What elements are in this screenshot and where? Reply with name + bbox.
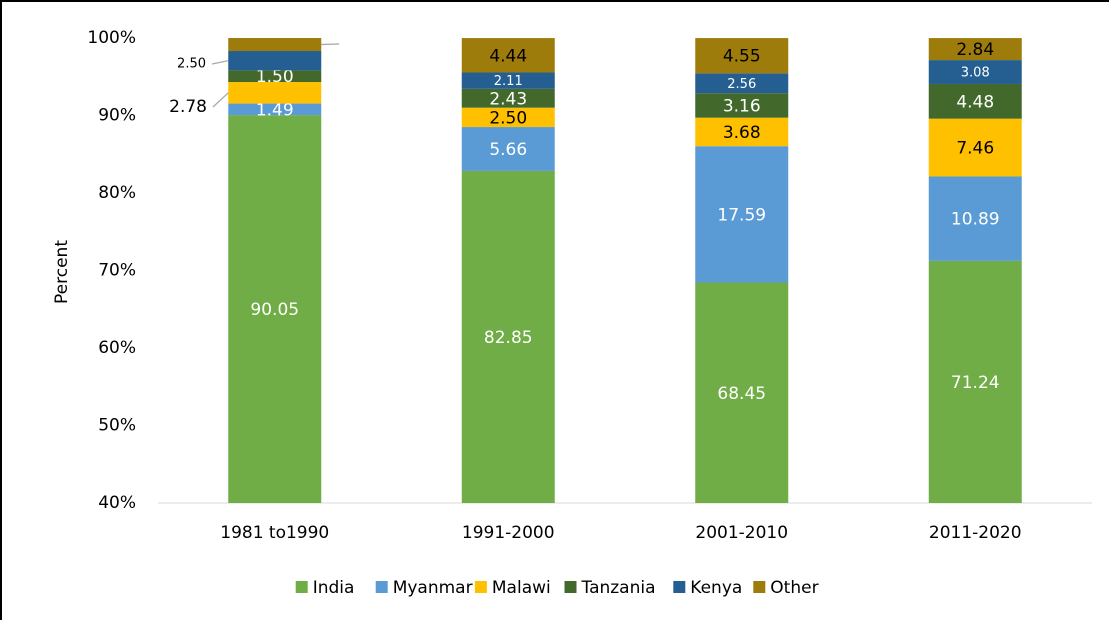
bar-segment bbox=[928, 83, 1022, 119]
value-label: 2.50 bbox=[177, 57, 206, 72]
value-label: 1.49 bbox=[256, 100, 294, 120]
y-tick-label: 60% bbox=[98, 338, 136, 358]
value-label: 68.45 bbox=[717, 384, 766, 404]
bar-segment bbox=[228, 115, 322, 504]
value-label: 4.48 bbox=[956, 92, 994, 112]
bar-segment bbox=[928, 118, 1022, 177]
bar-segment bbox=[695, 93, 789, 118]
leader-line bbox=[212, 92, 229, 108]
bar-segment bbox=[461, 127, 555, 171]
legend-swatch bbox=[295, 581, 308, 593]
value-label: 2.84 bbox=[956, 40, 994, 60]
x-tick-label: 2011-2020 bbox=[929, 523, 1022, 543]
value-label: 71.24 bbox=[951, 373, 1000, 393]
x-tick-label: 1991-2000 bbox=[462, 523, 555, 543]
leader-line bbox=[211, 60, 229, 65]
legend-label: Myanmar bbox=[393, 578, 473, 598]
y-tick-label: 90% bbox=[98, 106, 136, 126]
y-tick-label: 100% bbox=[87, 28, 136, 48]
bar-segment bbox=[461, 107, 555, 128]
value-label: 7.46 bbox=[956, 139, 994, 159]
legend-swatch bbox=[564, 581, 577, 593]
bar-segment bbox=[928, 260, 1022, 503]
x-tick-label: 2001-2010 bbox=[695, 523, 788, 543]
legend-label: Other bbox=[770, 578, 818, 598]
value-label: 4.55 bbox=[723, 47, 761, 67]
value-label: 2.78 bbox=[169, 97, 207, 117]
y-axis-label: Percent bbox=[52, 240, 72, 304]
value-label: 2.50 bbox=[489, 108, 527, 128]
y-tick-label: 50% bbox=[98, 416, 136, 436]
leader-line bbox=[321, 43, 340, 46]
bar-segment bbox=[461, 88, 555, 108]
bar-segment bbox=[695, 117, 789, 147]
value-label: 10.89 bbox=[951, 210, 1000, 230]
value-label: 17.59 bbox=[717, 205, 766, 225]
bar-segment bbox=[695, 38, 789, 74]
value-label: 2.11 bbox=[494, 74, 523, 89]
bar-segment bbox=[928, 60, 1022, 84]
x-tick-label: 1981 to1990 bbox=[220, 523, 329, 543]
bar-segment bbox=[695, 282, 789, 503]
value-label: 2.56 bbox=[727, 77, 756, 92]
value-label: 3.16 bbox=[723, 96, 761, 116]
legend-label: Kenya bbox=[690, 578, 742, 598]
value-label: 3.08 bbox=[961, 66, 990, 81]
value-label: 1.50 bbox=[256, 67, 294, 87]
bar-segment bbox=[461, 170, 555, 503]
bar-segment bbox=[228, 38, 322, 52]
legend-swatch bbox=[673, 581, 686, 593]
y-tick-label: 40% bbox=[98, 493, 136, 513]
legend-swatch bbox=[753, 581, 766, 593]
legend-swatch bbox=[474, 581, 487, 593]
value-label: 4.44 bbox=[489, 46, 527, 66]
value-label: 90.05 bbox=[250, 300, 299, 320]
y-tick-label: 80% bbox=[98, 183, 136, 203]
value-label: 5.66 bbox=[489, 140, 527, 160]
legend-label: India bbox=[313, 578, 355, 598]
bar-segment bbox=[228, 70, 322, 83]
y-tick-label: 70% bbox=[98, 261, 136, 281]
value-label: 3.68 bbox=[723, 123, 761, 143]
bar-segment bbox=[461, 38, 555, 73]
legend-label: Malawi bbox=[492, 578, 551, 598]
value-label: 2.43 bbox=[489, 89, 527, 109]
legend-label: Tanzania bbox=[581, 578, 656, 598]
bar-segment bbox=[228, 103, 322, 116]
bar-segment bbox=[695, 73, 789, 94]
bar-segment bbox=[461, 72, 555, 89]
value-label: 82.85 bbox=[484, 328, 533, 348]
bar-segment bbox=[695, 146, 789, 283]
bar-segment bbox=[928, 38, 1022, 61]
bar-segment bbox=[928, 176, 1022, 261]
legend-swatch bbox=[375, 581, 388, 593]
bar-segment bbox=[228, 51, 322, 71]
bar-segment bbox=[228, 82, 322, 104]
